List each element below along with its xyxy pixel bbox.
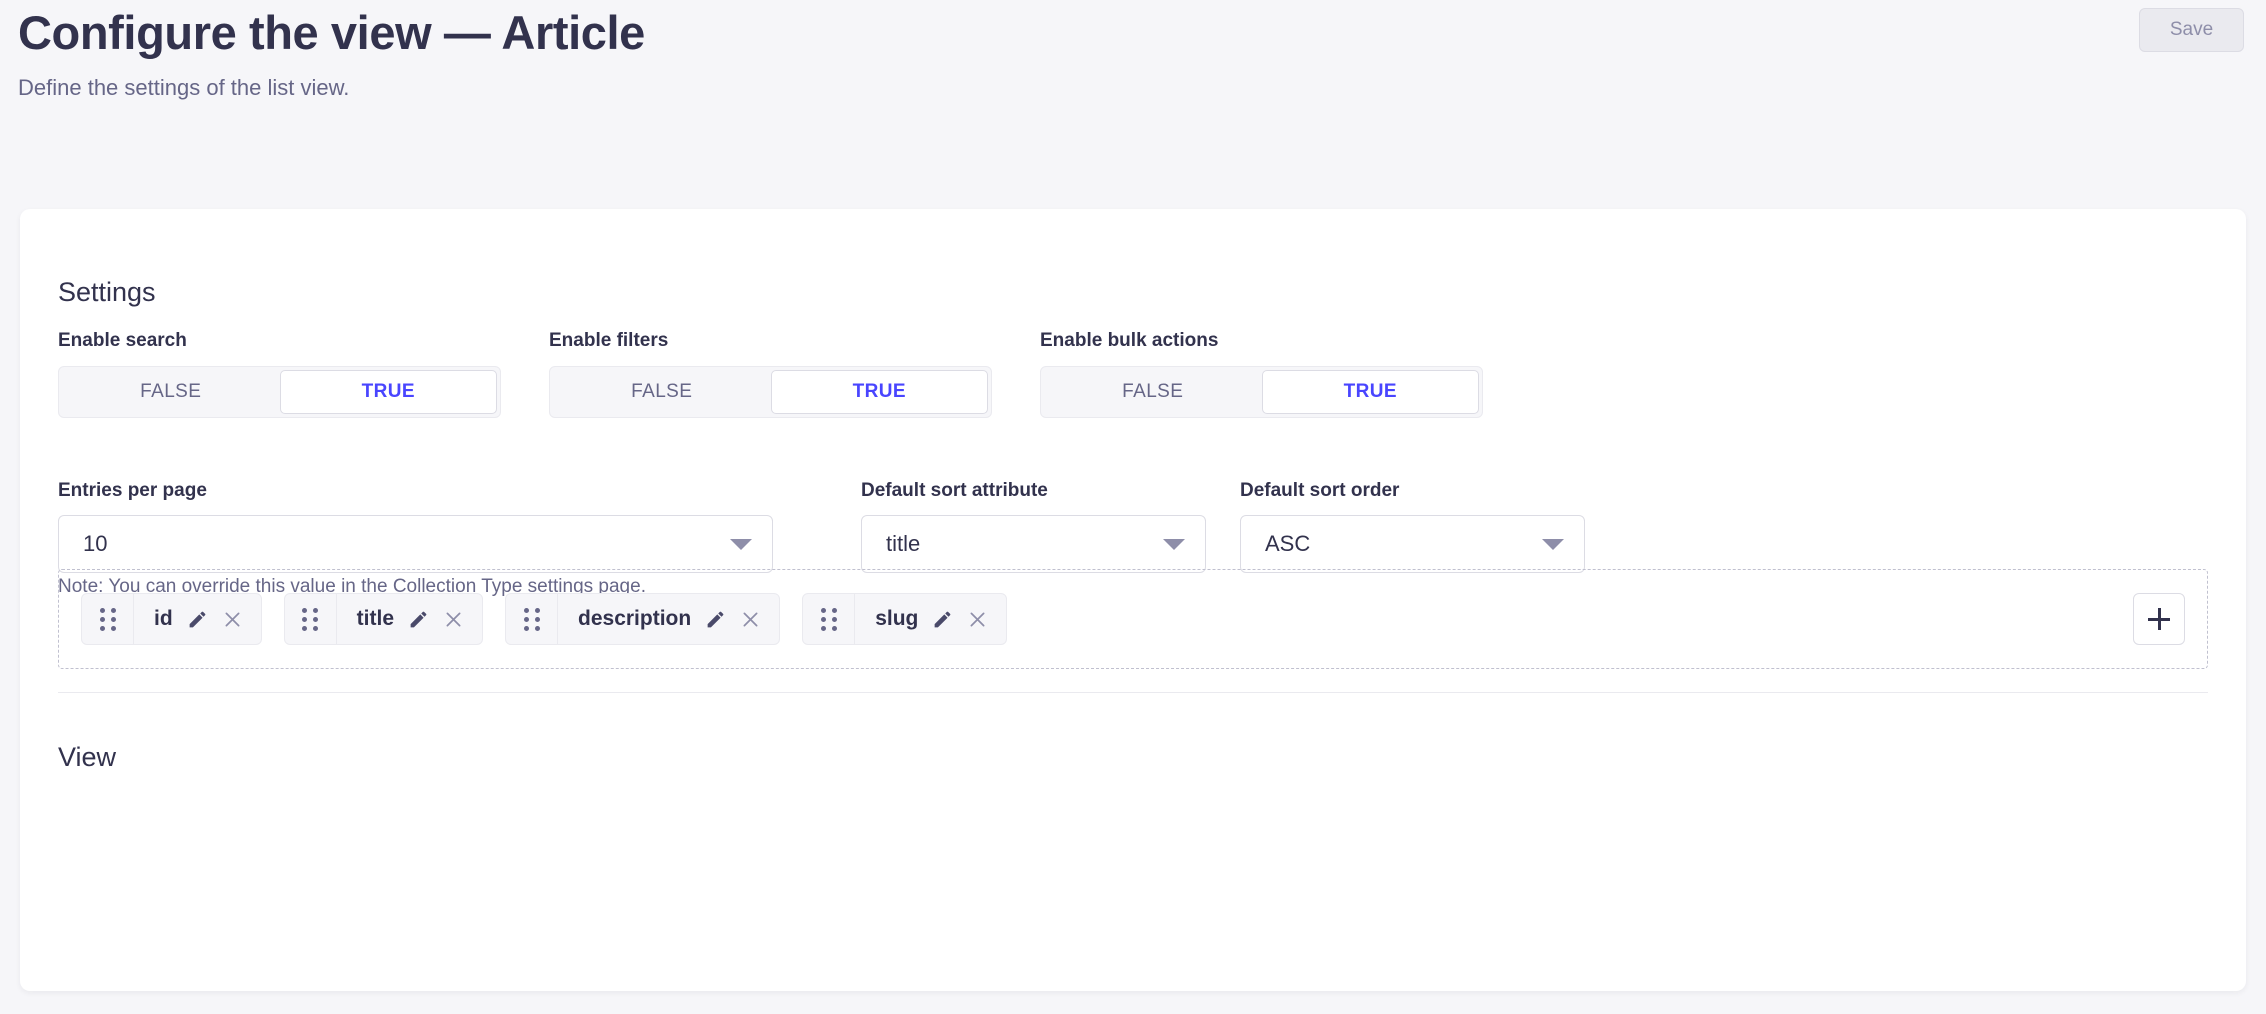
default-sort-attribute-value: title	[886, 531, 921, 556]
view-field-chip-body: title	[337, 594, 482, 644]
enable-filters-true-option[interactable]: TRUE	[770, 370, 988, 414]
settings-card: Settings Enable search FALSE TRUE Enable…	[20, 209, 2246, 991]
entries-per-page-note: Note: You can override this value in the…	[58, 576, 646, 597]
remove-x-icon[interactable]	[740, 609, 761, 630]
enable-filters-label: Enable filters	[549, 330, 669, 351]
chevron-down-icon	[1163, 538, 1185, 550]
default-sort-order-select[interactable]: ASC	[1240, 515, 1585, 573]
save-button[interactable]: Save	[2139, 8, 2244, 52]
entries-per-page-select[interactable]: 10	[58, 515, 773, 573]
page-subtitle: Define the settings of the list view.	[18, 75, 350, 101]
default-sort-order-label: Default sort order	[1240, 480, 1400, 501]
layout-spacer	[807, 481, 827, 573]
drag-handle-icon[interactable]	[803, 594, 856, 644]
remove-x-icon[interactable]	[443, 609, 464, 630]
drag-handle-icon[interactable]	[506, 594, 559, 644]
drag-handle-icon[interactable]	[285, 594, 337, 644]
enable-bulk-actions-toggle[interactable]: FALSE TRUE	[1040, 366, 1483, 418]
view-field-chip-body: description	[558, 594, 779, 644]
view-section-heading: View	[58, 742, 117, 772]
selects-row: Entries per page 10 Default sort attribu…	[58, 481, 2208, 573]
plus-icon	[2148, 608, 2170, 630]
enable-search-true-option[interactable]: TRUE	[279, 370, 497, 414]
enable-filters-false-option[interactable]: FALSE	[553, 370, 771, 414]
remove-x-icon[interactable]	[222, 609, 243, 630]
view-field-label: slug	[875, 607, 919, 630]
view-field-chip[interactable]: description	[505, 593, 781, 645]
chevron-down-icon	[1542, 538, 1564, 550]
toggles-row: Enable search FALSE TRUE Enable filters …	[58, 331, 2208, 418]
entries-per-page-field: Entries per page 10	[58, 481, 773, 573]
view-field-chip[interactable]: slug	[802, 593, 1008, 645]
view-field-chip[interactable]: title	[283, 593, 484, 645]
enable-filters-field: Enable filters FALSE TRUE	[549, 331, 992, 418]
header-text-block: Configure the view — Article Define the …	[18, 6, 645, 101]
enable-search-field: Enable search FALSE TRUE	[58, 331, 501, 418]
default-sort-attribute-field: Default sort attribute title	[861, 481, 1206, 573]
enable-search-label: Enable search	[58, 330, 187, 351]
settings-section-heading: Settings	[58, 277, 156, 307]
enable-bulk-actions-field: Enable bulk actions FALSE TRUE	[1040, 331, 1483, 418]
page-header: Configure the view — Article Define the …	[0, 0, 2266, 200]
enable-bulk-actions-true-option[interactable]: TRUE	[1261, 370, 1479, 414]
default-sort-order-field: Default sort order ASC	[1240, 481, 1585, 573]
enable-bulk-actions-false-option[interactable]: FALSE	[1044, 370, 1262, 414]
enable-bulk-actions-label: Enable bulk actions	[1040, 330, 1219, 351]
view-field-chip[interactable]: id	[81, 593, 262, 645]
add-field-button[interactable]	[2133, 593, 2185, 645]
view-field-label: id	[154, 607, 173, 630]
chevron-down-icon	[730, 538, 752, 550]
view-fields-dropzone[interactable]: id title	[58, 569, 2208, 669]
edit-pencil-icon[interactable]	[187, 609, 208, 630]
entries-per-page-label: Entries per page	[58, 480, 207, 501]
drag-handle-icon[interactable]	[82, 594, 134, 644]
default-sort-order-value: ASC	[1265, 531, 1311, 556]
view-field-label: title	[356, 607, 395, 630]
edit-pencil-icon[interactable]	[408, 609, 429, 630]
enable-search-toggle[interactable]: FALSE TRUE	[58, 366, 501, 418]
remove-x-icon[interactable]	[967, 609, 988, 630]
section-divider	[58, 692, 2208, 693]
view-field-chip-body: id	[134, 594, 261, 644]
edit-pencil-icon[interactable]	[705, 609, 726, 630]
edit-pencil-icon[interactable]	[932, 609, 953, 630]
default-sort-attribute-label: Default sort attribute	[861, 480, 1048, 501]
page-title: Configure the view — Article	[18, 6, 645, 59]
view-fields-list: id title	[81, 593, 2133, 645]
enable-search-false-option[interactable]: FALSE	[62, 370, 280, 414]
view-field-chip-body: slug	[855, 594, 1006, 644]
default-sort-attribute-select[interactable]: title	[861, 515, 1206, 573]
view-field-label: description	[578, 607, 692, 630]
entries-per-page-value: 10	[83, 531, 108, 556]
enable-filters-toggle[interactable]: FALSE TRUE	[549, 366, 992, 418]
